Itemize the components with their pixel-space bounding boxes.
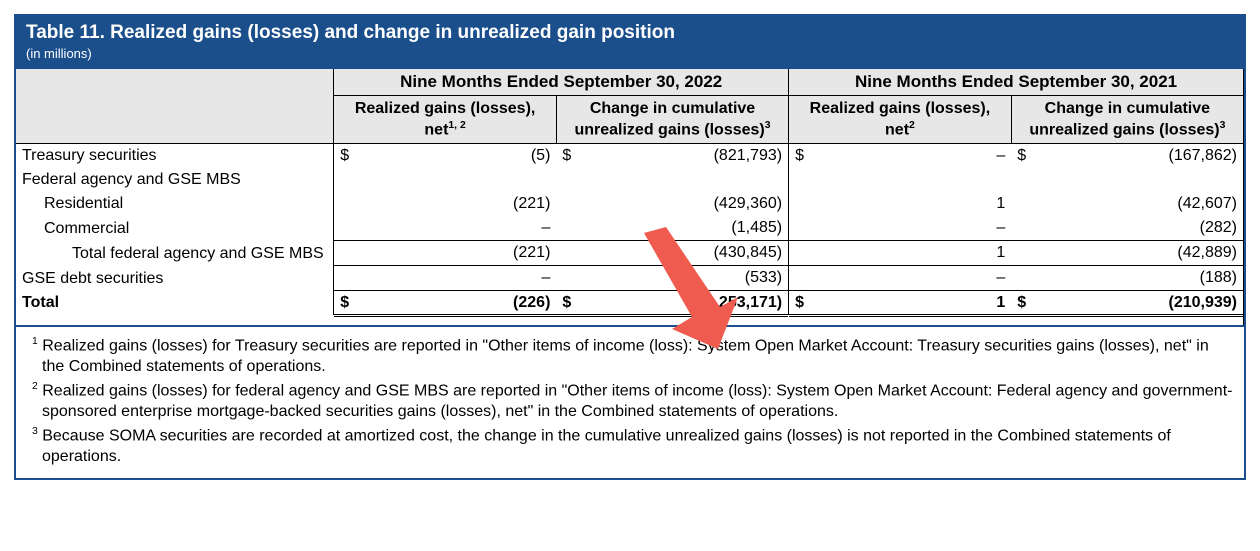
row-residential: Residential (221) (429,360) 1 (42,607) (16, 192, 1244, 216)
label-commercial: Commercial (16, 216, 334, 241)
val-total-d: (210,939) (1032, 291, 1243, 316)
val-total-b: (1,253,171) (577, 291, 788, 316)
val-treasury-d: (167,862) (1032, 144, 1243, 169)
footnote-2: 2 Realized gains (losses) for federal ag… (26, 380, 1234, 423)
val-treasury-b: (821,793) (577, 144, 788, 169)
val-total-a: (226) (355, 291, 556, 316)
label-treasury: Treasury securities (16, 144, 334, 169)
table-title-bar: Table 11. Realized gains (losses) and ch… (16, 16, 1244, 69)
val-treasury-c: – (810, 144, 1011, 169)
row-treasury: Treasury securities $ (5) $ (821,793) $ … (16, 144, 1244, 169)
label-residential: Residential (16, 192, 334, 216)
row-total: Total $ (226) $ (1,253,171) $ 1 $ (210,9… (16, 291, 1244, 316)
footnotes: 1 Realized gains (losses) for Treasury s… (16, 325, 1244, 478)
header-realized-2022: Realized gains (losses), net1, 2 (334, 96, 557, 144)
financial-table-container: Table 11. Realized gains (losses) and ch… (14, 14, 1246, 480)
val-total-c: 1 (810, 291, 1011, 316)
label-gsedebt: GSE debt securities (16, 266, 334, 291)
financial-table: Nine Months Ended September 30, 2022 Nin… (16, 69, 1244, 325)
header-empty (16, 69, 334, 144)
row-commercial: Commercial – (1,485) – (282) (16, 216, 1244, 241)
table-title: Table 11. Realized gains (losses) and ch… (26, 22, 1234, 44)
footnote-3: 3 Because SOMA securities are recorded a… (26, 425, 1234, 468)
header-change-2022: Change in cumulative unrealized gains (l… (556, 96, 788, 144)
row-gsedebt: GSE debt securities – (533) – (188) (16, 266, 1244, 291)
header-change-2021: Change in cumulative unrealized gains (l… (1011, 96, 1243, 144)
table-subtitle: (in millions) (26, 46, 1234, 61)
header-period-2021: Nine Months Ended September 30, 2021 (789, 69, 1244, 96)
footnote-1: 1 Realized gains (losses) for Treasury s… (26, 335, 1234, 378)
header-realized-2021: Realized gains (losses), net2 (789, 96, 1012, 144)
row-fedgse-header: Federal agency and GSE MBS (16, 168, 1244, 192)
val-treasury-a: (5) (355, 144, 556, 169)
header-period-2022: Nine Months Ended September 30, 2022 (334, 69, 789, 96)
row-totalfed: Total federal agency and GSE MBS (221) (… (16, 241, 1244, 266)
label-totalfed: Total federal agency and GSE MBS (16, 241, 334, 266)
label-fedgse: Federal agency and GSE MBS (16, 168, 334, 192)
label-total: Total (16, 291, 334, 316)
